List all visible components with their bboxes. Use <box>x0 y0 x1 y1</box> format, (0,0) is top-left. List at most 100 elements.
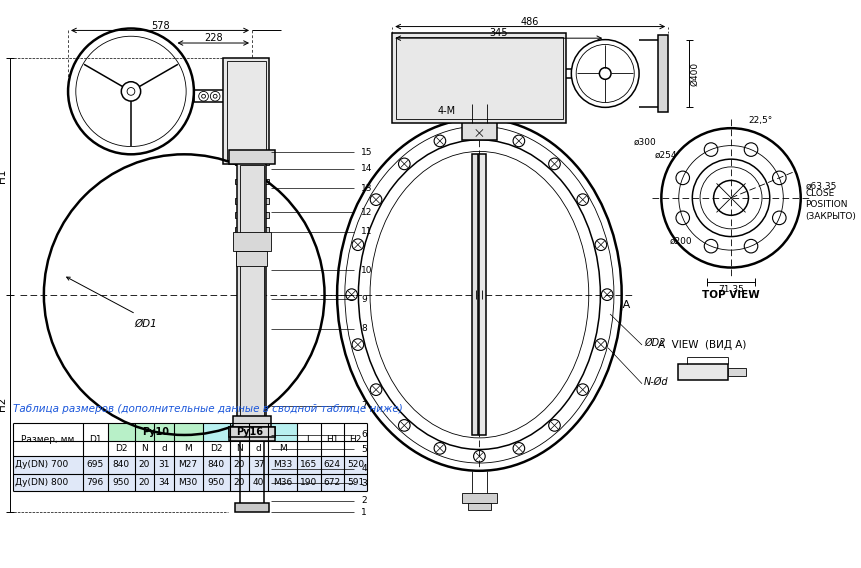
Bar <box>462 493 497 503</box>
Text: Ду(DN) 700: Ду(DN) 700 <box>15 461 68 470</box>
Text: 20: 20 <box>233 461 245 470</box>
Text: 5: 5 <box>362 445 367 454</box>
Text: H2: H2 <box>0 396 7 411</box>
Text: D1: D1 <box>89 435 102 444</box>
Text: 228: 228 <box>204 33 222 43</box>
Text: 950: 950 <box>113 478 130 487</box>
Text: 14: 14 <box>362 164 373 173</box>
Bar <box>240 165 263 424</box>
Text: 840: 840 <box>113 461 130 470</box>
Text: 4: 4 <box>362 465 367 473</box>
Bar <box>472 154 479 435</box>
Text: N-Ød: N-Ød <box>644 377 668 387</box>
Text: Ø400: Ø400 <box>691 61 700 86</box>
Bar <box>232 416 271 427</box>
Text: 7: 7 <box>362 402 367 411</box>
Text: TOP VIEW: TOP VIEW <box>703 290 760 300</box>
Text: M33: M33 <box>273 461 293 470</box>
Text: M27: M27 <box>178 461 198 470</box>
Text: Таблица размеров (дополнительные данные в сводной таблице ниже): Таблица размеров (дополнительные данные … <box>13 404 403 414</box>
Text: 624: 624 <box>324 461 341 470</box>
Text: CLOSE: CLOSE <box>806 189 835 198</box>
Text: 31: 31 <box>158 461 170 470</box>
Text: M36: M36 <box>273 478 293 487</box>
Bar <box>468 104 491 118</box>
Bar <box>462 119 497 140</box>
Circle shape <box>127 87 135 95</box>
Text: M: M <box>184 444 192 453</box>
Text: ø300: ø300 <box>634 138 656 147</box>
Text: 345: 345 <box>490 28 508 38</box>
Bar <box>396 37 562 119</box>
Bar <box>480 154 486 435</box>
Text: d: d <box>161 444 167 453</box>
Text: 40: 40 <box>253 478 264 487</box>
Bar <box>234 198 269 204</box>
Text: D2: D2 <box>210 444 222 453</box>
Bar <box>13 456 367 474</box>
Bar <box>234 212 269 218</box>
Text: 591: 591 <box>347 478 364 487</box>
Text: L: L <box>307 435 312 444</box>
Text: D2: D2 <box>115 444 127 453</box>
Text: ØD2: ØD2 <box>644 338 666 348</box>
Text: ø63.35: ø63.35 <box>806 182 837 191</box>
Text: 950: 950 <box>208 478 225 487</box>
Bar <box>393 34 567 123</box>
Text: 15: 15 <box>362 148 373 157</box>
Text: 34: 34 <box>158 478 170 487</box>
Text: 9: 9 <box>362 295 367 304</box>
Text: 6: 6 <box>362 431 367 440</box>
Text: Ру16: Ру16 <box>237 427 263 437</box>
Text: POSITION: POSITION <box>806 200 848 209</box>
Text: 11: 11 <box>362 227 373 236</box>
Text: 840: 840 <box>208 461 225 470</box>
Text: M30: M30 <box>178 478 198 487</box>
Text: 12: 12 <box>362 208 373 217</box>
Bar <box>234 227 269 233</box>
Text: N: N <box>236 444 243 453</box>
Text: 190: 190 <box>300 478 318 487</box>
Bar <box>13 474 367 491</box>
Text: 3: 3 <box>362 479 367 488</box>
Text: M: M <box>279 444 287 453</box>
Bar <box>234 503 269 512</box>
Text: 4-M: 4-M <box>437 106 455 116</box>
Text: 486: 486 <box>521 16 539 27</box>
Bar <box>234 241 269 247</box>
Bar <box>229 427 276 441</box>
Bar <box>659 35 668 112</box>
Text: H2: H2 <box>350 435 362 444</box>
Text: ø254: ø254 <box>654 151 677 160</box>
Text: Ду(DN) 800: Ду(DN) 800 <box>15 478 68 487</box>
Text: 8: 8 <box>362 324 367 333</box>
Text: 71.35: 71.35 <box>718 285 744 294</box>
Bar <box>202 423 297 441</box>
Text: N: N <box>141 444 148 453</box>
Text: 20: 20 <box>139 461 150 470</box>
Text: 37: 37 <box>253 461 264 470</box>
Text: 695: 695 <box>87 461 104 470</box>
Text: 10: 10 <box>362 266 373 275</box>
Bar <box>229 151 276 164</box>
Bar <box>234 159 269 165</box>
Bar <box>229 427 276 437</box>
Text: 165: 165 <box>300 461 318 470</box>
Text: 1: 1 <box>362 508 367 517</box>
Text: (ЗАКРЫТО): (ЗАКРЫТО) <box>806 212 857 221</box>
Bar <box>728 368 746 376</box>
Text: 22,5°: 22,5° <box>748 116 772 125</box>
Circle shape <box>214 94 217 98</box>
Text: H1: H1 <box>0 169 7 183</box>
Bar <box>238 162 266 427</box>
Text: ØD1: ØD1 <box>134 319 157 329</box>
Bar <box>232 232 271 251</box>
Text: 2: 2 <box>362 496 367 506</box>
Text: 796: 796 <box>87 478 104 487</box>
Text: 672: 672 <box>324 478 341 487</box>
Text: 13: 13 <box>362 183 373 193</box>
Bar <box>468 503 491 511</box>
Text: Размер, мм: Размер, мм <box>21 435 74 444</box>
Text: ø200: ø200 <box>670 237 692 246</box>
Bar <box>223 57 269 164</box>
